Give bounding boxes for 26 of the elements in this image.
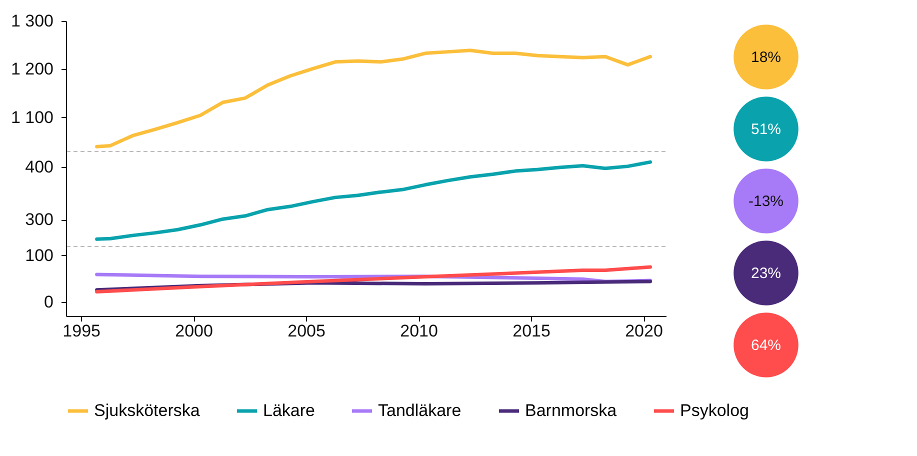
y-tick-label: 1 300	[10, 12, 54, 30]
line-series	[95, 265, 652, 294]
y-tick-label: 1 200	[10, 60, 54, 79]
y-tick-label: 100	[25, 246, 54, 265]
x-tick-label: 2020	[625, 322, 663, 340]
legend-label: Barnmorska	[525, 401, 618, 420]
legend-label: Läkare	[263, 401, 315, 420]
text: 64%	[750, 337, 782, 354]
x-tick-label: 2010	[400, 322, 438, 340]
y-tick-label: 400	[25, 157, 54, 176]
text: 18%	[750, 49, 782, 66]
legend-label: Psykolog	[680, 401, 749, 420]
y-tick-label: 0	[44, 292, 54, 312]
text: 23%	[750, 265, 782, 282]
text: -13%	[748, 193, 784, 210]
y-tick-label: 300	[25, 210, 54, 230]
x-tick-label: 1995	[62, 322, 100, 340]
x-tick-label: 2015	[512, 322, 550, 340]
line-series	[95, 160, 652, 241]
legend-label: Sjuksköterska	[94, 401, 200, 420]
line-series	[95, 48, 652, 148]
legend-label: Tandläkare	[378, 401, 462, 420]
text: 51%	[750, 121, 782, 138]
y-tick-label: 1 100	[10, 108, 54, 127]
x-tick-label: 2005	[288, 322, 326, 340]
x-tick-label: 2000	[175, 322, 213, 340]
